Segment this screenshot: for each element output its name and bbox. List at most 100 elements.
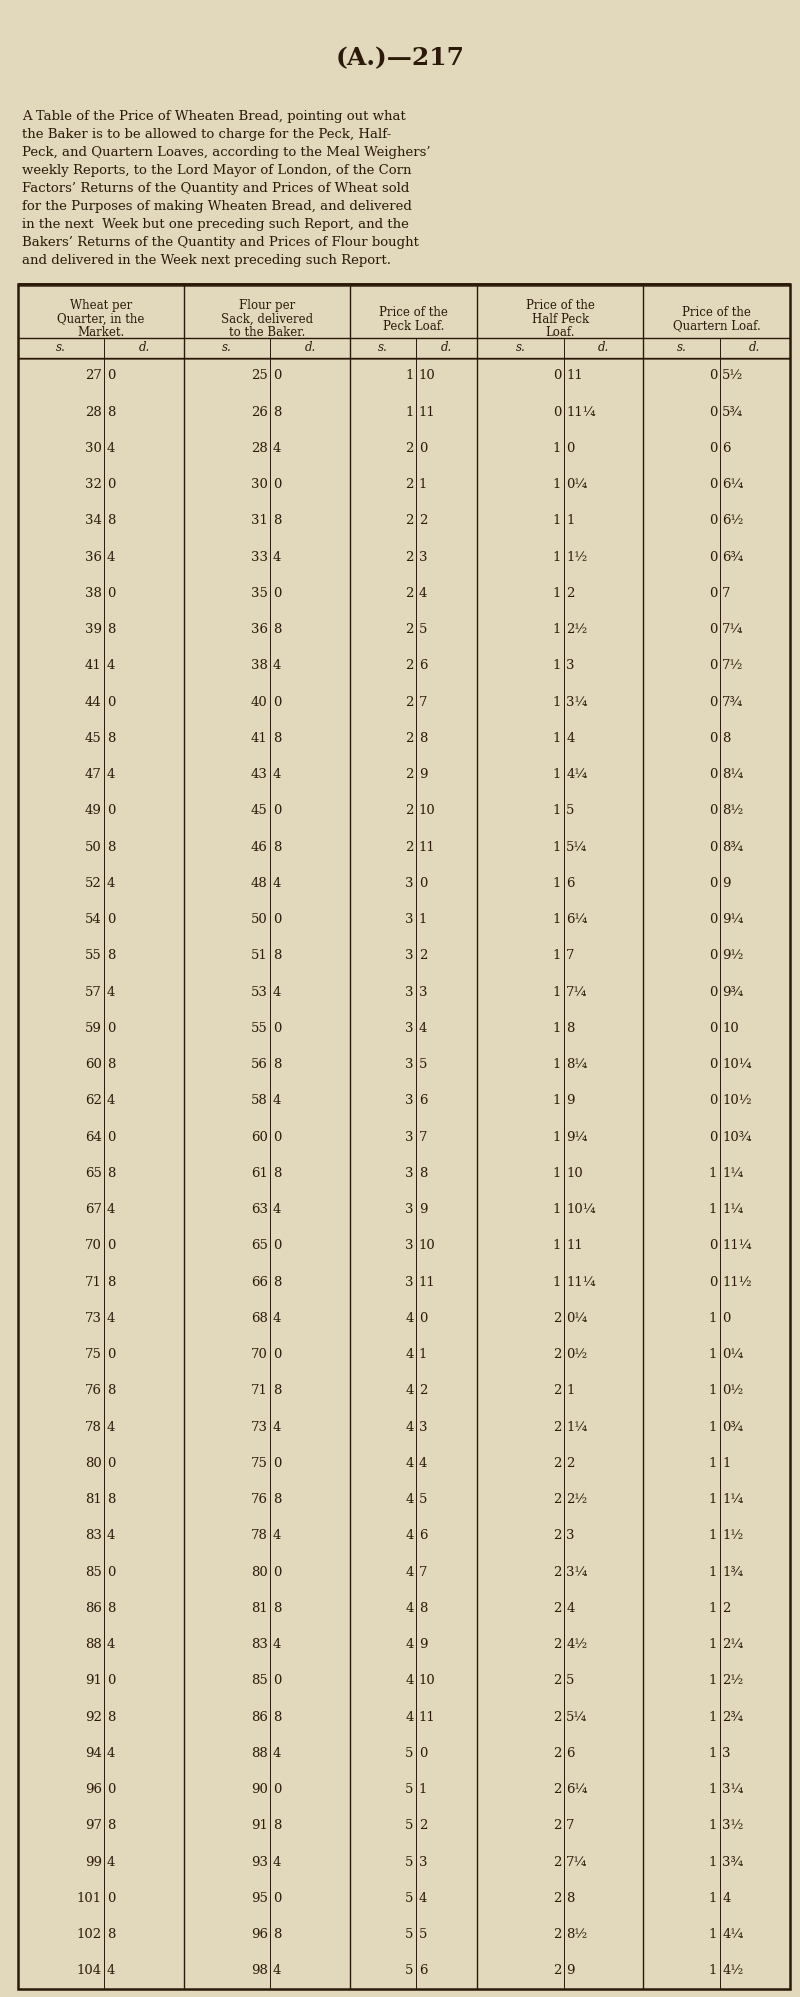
Text: 52: 52: [85, 877, 102, 891]
Text: 1: 1: [709, 1673, 717, 1687]
Text: 67: 67: [85, 1202, 102, 1216]
Text: 32: 32: [85, 477, 102, 491]
Text: s.: s.: [677, 341, 686, 353]
Text: 8: 8: [273, 623, 281, 637]
Text: 10: 10: [566, 1166, 583, 1180]
Text: Price of the: Price of the: [682, 306, 751, 320]
Text: 0½: 0½: [566, 1348, 587, 1362]
Text: 0: 0: [273, 477, 281, 491]
Text: 7½: 7½: [722, 659, 743, 673]
Text: 3: 3: [418, 551, 427, 563]
Text: 10: 10: [418, 805, 435, 817]
Text: 6: 6: [418, 659, 427, 673]
Text: 76: 76: [250, 1494, 268, 1506]
Text: 6: 6: [418, 1530, 427, 1542]
Text: 2: 2: [553, 1312, 561, 1324]
Text: 6: 6: [418, 1965, 427, 1977]
Text: 4: 4: [273, 1094, 281, 1108]
Text: 1: 1: [709, 1638, 717, 1652]
Text: 65: 65: [251, 1240, 268, 1252]
Text: 4: 4: [107, 877, 115, 891]
Text: 0: 0: [273, 1348, 281, 1362]
Text: 0: 0: [273, 1891, 281, 1905]
Text: 0: 0: [107, 913, 115, 927]
Text: 10¼: 10¼: [566, 1202, 596, 1216]
Text: 56: 56: [251, 1058, 268, 1070]
Text: 53: 53: [251, 987, 268, 998]
Text: 11: 11: [418, 841, 435, 853]
Text: 11: 11: [418, 1711, 435, 1723]
Text: 2: 2: [553, 1891, 561, 1905]
Text: 4: 4: [406, 1566, 414, 1580]
Text: 81: 81: [251, 1602, 268, 1616]
Text: 68: 68: [251, 1312, 268, 1324]
Text: 2: 2: [406, 769, 414, 781]
Text: 7: 7: [566, 949, 574, 963]
Text: 2½: 2½: [722, 1673, 743, 1687]
Text: 2: 2: [553, 1384, 561, 1398]
Text: 8: 8: [273, 1494, 281, 1506]
Text: 8: 8: [107, 1276, 115, 1288]
Text: weekly Reports, to the Lord Mayor of London, of the Corn: weekly Reports, to the Lord Mayor of Lon…: [22, 164, 411, 178]
Text: 1¼: 1¼: [722, 1166, 743, 1180]
Text: Wheat per: Wheat per: [70, 300, 132, 312]
Text: 2: 2: [553, 1420, 561, 1434]
Text: 0: 0: [107, 477, 115, 491]
Text: 1¼: 1¼: [566, 1420, 587, 1434]
Text: 4: 4: [418, 1891, 427, 1905]
Text: 4: 4: [273, 1965, 281, 1977]
Text: 60: 60: [251, 1130, 268, 1144]
Text: 5: 5: [406, 1819, 414, 1833]
Text: 1: 1: [709, 1494, 717, 1506]
Text: 1: 1: [553, 1130, 561, 1144]
Text: 7: 7: [418, 695, 427, 709]
Text: 70: 70: [85, 1240, 102, 1252]
Text: 0: 0: [722, 1312, 730, 1324]
Text: 8: 8: [273, 733, 281, 745]
Text: 8: 8: [107, 1711, 115, 1723]
Text: 73: 73: [85, 1312, 102, 1324]
Text: 0: 0: [107, 587, 115, 599]
Text: 9¼: 9¼: [722, 913, 743, 927]
Text: 3¼: 3¼: [566, 695, 587, 709]
Text: 1: 1: [406, 405, 414, 419]
Text: Bakers’ Returns of the Quantity and Prices of Flour bought: Bakers’ Returns of the Quantity and Pric…: [22, 236, 419, 250]
Text: 5: 5: [406, 1855, 414, 1869]
Text: 2: 2: [553, 1673, 561, 1687]
Text: Half Peck: Half Peck: [532, 314, 589, 326]
Text: 4: 4: [107, 1530, 115, 1542]
Text: 4: 4: [273, 551, 281, 563]
Text: 2¾: 2¾: [722, 1711, 743, 1723]
Text: 2: 2: [553, 1348, 561, 1362]
Text: 3¼: 3¼: [566, 1566, 587, 1580]
Text: the Baker is to be allowed to charge for the Peck, Half-: the Baker is to be allowed to charge for…: [22, 128, 391, 142]
Text: 0: 0: [709, 805, 717, 817]
Text: 78: 78: [85, 1420, 102, 1434]
Text: in the next  Week but one preceding such Report, and the: in the next Week but one preceding such …: [22, 218, 409, 232]
Text: 8: 8: [566, 1022, 574, 1034]
Text: 4: 4: [406, 1711, 414, 1723]
Text: 60: 60: [85, 1058, 102, 1070]
Text: 2: 2: [406, 551, 414, 563]
Text: 101: 101: [77, 1891, 102, 1905]
Text: 11½: 11½: [722, 1276, 752, 1288]
Text: 2: 2: [553, 1819, 561, 1833]
Text: 1: 1: [566, 515, 574, 527]
Text: 9¼: 9¼: [566, 1130, 587, 1144]
Text: 0¾: 0¾: [722, 1420, 743, 1434]
Text: 47: 47: [85, 769, 102, 781]
Text: 7: 7: [418, 1130, 427, 1144]
Text: 4: 4: [406, 1420, 414, 1434]
Text: 3: 3: [405, 1276, 414, 1288]
Text: 7: 7: [418, 1566, 427, 1580]
Text: 8: 8: [418, 733, 427, 745]
Text: 6: 6: [722, 441, 730, 455]
Text: 9: 9: [722, 877, 730, 891]
Text: 10: 10: [722, 1022, 739, 1034]
Text: 8¼: 8¼: [722, 769, 743, 781]
Text: 2: 2: [418, 1384, 427, 1398]
Text: 11: 11: [566, 369, 583, 383]
Text: 1: 1: [553, 695, 561, 709]
Text: 1: 1: [553, 551, 561, 563]
Text: 0: 0: [709, 841, 717, 853]
